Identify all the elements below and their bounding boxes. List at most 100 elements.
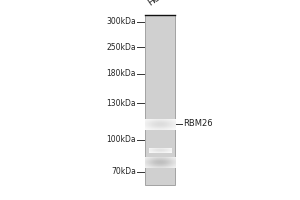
Bar bbox=[150, 122, 151, 123]
Bar bbox=[168, 158, 169, 159]
Bar bbox=[159, 148, 160, 149]
Bar bbox=[169, 163, 170, 164]
Bar bbox=[149, 161, 150, 162]
Bar bbox=[159, 129, 160, 130]
Bar bbox=[170, 157, 171, 158]
Bar bbox=[172, 119, 173, 120]
Bar bbox=[168, 164, 169, 165]
Bar bbox=[154, 149, 155, 150]
Bar bbox=[175, 165, 176, 166]
Bar bbox=[151, 152, 152, 153]
Bar bbox=[168, 159, 169, 160]
Bar bbox=[165, 124, 166, 125]
Bar bbox=[150, 151, 151, 152]
Bar bbox=[157, 158, 158, 159]
Bar bbox=[154, 151, 155, 152]
Bar bbox=[146, 163, 147, 164]
Bar bbox=[163, 123, 164, 124]
Bar bbox=[151, 149, 152, 150]
Bar bbox=[149, 167, 150, 168]
Bar bbox=[172, 125, 173, 126]
Bar bbox=[162, 165, 163, 166]
Bar bbox=[162, 150, 163, 151]
Bar bbox=[157, 160, 158, 161]
Bar bbox=[160, 148, 161, 149]
Bar bbox=[168, 161, 169, 162]
Bar bbox=[159, 161, 160, 162]
Bar bbox=[151, 165, 152, 166]
Bar bbox=[167, 121, 168, 122]
Bar bbox=[171, 128, 172, 129]
Bar bbox=[172, 122, 173, 123]
Bar bbox=[155, 126, 156, 127]
Bar bbox=[155, 150, 156, 151]
Bar bbox=[167, 126, 168, 127]
Bar bbox=[145, 127, 146, 128]
Bar bbox=[154, 150, 155, 151]
Bar bbox=[156, 163, 157, 164]
Bar bbox=[171, 156, 172, 157]
Bar bbox=[153, 148, 154, 149]
Bar bbox=[167, 122, 168, 123]
Bar bbox=[159, 151, 160, 152]
Bar bbox=[149, 152, 150, 153]
Bar bbox=[148, 163, 149, 164]
Bar bbox=[153, 119, 154, 120]
Bar bbox=[160, 127, 161, 128]
Bar bbox=[159, 149, 160, 150]
Bar bbox=[146, 121, 148, 122]
Bar bbox=[163, 120, 164, 121]
Bar bbox=[168, 151, 169, 152]
Bar bbox=[151, 124, 152, 125]
Bar bbox=[150, 150, 151, 151]
Bar bbox=[160, 126, 161, 127]
Bar bbox=[161, 163, 162, 164]
Bar bbox=[162, 148, 163, 149]
Bar bbox=[152, 165, 153, 166]
Bar bbox=[159, 128, 160, 129]
Bar bbox=[167, 162, 168, 163]
Bar bbox=[155, 158, 156, 159]
Bar bbox=[157, 167, 158, 168]
Bar bbox=[169, 149, 170, 150]
Bar bbox=[165, 121, 166, 122]
Bar bbox=[158, 158, 159, 159]
Bar bbox=[171, 126, 172, 127]
Bar bbox=[152, 120, 153, 121]
Bar bbox=[175, 119, 176, 120]
Bar bbox=[152, 152, 153, 153]
Bar bbox=[156, 165, 157, 166]
Bar bbox=[158, 167, 159, 168]
Bar bbox=[170, 128, 171, 129]
Bar bbox=[146, 120, 148, 121]
Bar bbox=[161, 120, 162, 121]
Bar bbox=[155, 123, 156, 124]
Bar bbox=[157, 161, 158, 162]
Bar bbox=[171, 163, 172, 164]
Bar bbox=[159, 160, 160, 161]
Bar bbox=[164, 163, 165, 164]
Bar bbox=[155, 166, 156, 167]
Bar bbox=[159, 151, 160, 152]
Bar bbox=[168, 127, 169, 128]
Bar bbox=[164, 151, 165, 152]
Bar bbox=[172, 156, 173, 157]
Bar bbox=[168, 148, 169, 149]
Bar bbox=[160, 119, 161, 120]
Bar bbox=[167, 149, 168, 150]
Bar bbox=[162, 160, 163, 161]
Bar bbox=[151, 152, 152, 153]
Bar bbox=[173, 122, 174, 123]
Bar bbox=[168, 152, 169, 153]
Bar bbox=[154, 121, 155, 122]
Bar bbox=[150, 158, 151, 159]
Bar bbox=[169, 121, 170, 122]
Bar bbox=[174, 165, 175, 166]
Bar bbox=[153, 128, 154, 129]
Bar bbox=[169, 127, 170, 128]
Bar bbox=[175, 120, 176, 121]
Bar bbox=[167, 152, 168, 153]
Bar bbox=[153, 158, 154, 159]
Bar bbox=[151, 122, 152, 123]
Bar bbox=[166, 121, 167, 122]
